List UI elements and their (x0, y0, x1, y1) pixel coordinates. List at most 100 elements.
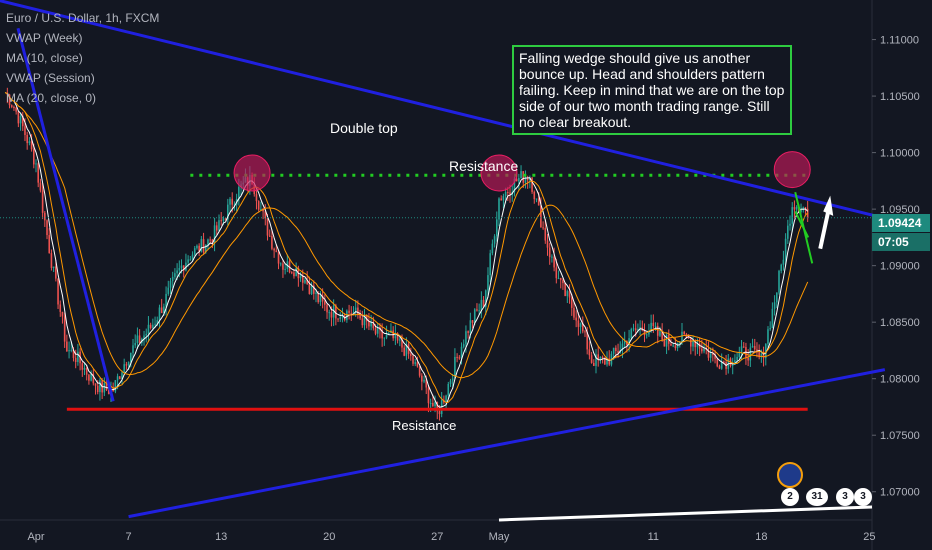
candle-body (154, 323, 156, 325)
symbol-title[interactable]: Euro / U.S. Dollar, 1h, FXCM (6, 11, 160, 25)
candle-body (348, 310, 350, 314)
candle-body (509, 192, 511, 195)
candle-body (335, 305, 337, 319)
candle-body (105, 383, 108, 391)
candle-body (762, 353, 765, 359)
candle-body (257, 201, 260, 210)
candle-body (385, 334, 388, 338)
candle-body (321, 295, 324, 302)
event-badge-1[interactable]: 2 (781, 488, 799, 506)
candle-body (650, 322, 652, 332)
candle-body (306, 279, 308, 285)
resistance-label-top: Resistance (449, 158, 519, 174)
indicator-ma-20[interactable]: MA (20, close, 0) (6, 91, 97, 105)
price-tick-label: 1.10500 (880, 91, 920, 103)
event-badge-4[interactable]: 3 (854, 488, 872, 506)
candle-body (167, 287, 170, 294)
candle-body (277, 252, 280, 264)
candle-body (145, 333, 148, 336)
candle-body (147, 324, 150, 334)
candle-body (462, 344, 465, 347)
price-tick-label: 1.11000 (880, 35, 919, 47)
indicator-ma-10[interactable]: MA (10, close) (6, 51, 83, 65)
candle-body (328, 312, 331, 314)
candle-body (425, 379, 428, 388)
candle-body (469, 320, 472, 333)
candle-body (451, 378, 454, 381)
candle-body (357, 307, 359, 315)
candle-body (454, 356, 456, 379)
candle-body (584, 331, 586, 333)
candle-body (57, 278, 59, 305)
candle-body (698, 343, 701, 349)
candle-body (63, 316, 66, 342)
candle-body (429, 402, 432, 404)
trend-line-lower (128, 368, 886, 519)
candle-body (218, 220, 220, 231)
candle-body (573, 307, 575, 318)
candle-body (557, 278, 560, 280)
candle-body (760, 353, 763, 358)
candle-body (330, 312, 333, 318)
candle-body (83, 367, 86, 370)
candle-body (339, 317, 342, 319)
event-badge-3[interactable]: 3 (836, 488, 854, 506)
candle-body (487, 275, 489, 291)
arrow-shaft (818, 210, 831, 250)
candle-body (44, 212, 46, 221)
candle-body (742, 346, 745, 348)
candle-body (295, 267, 297, 277)
candle-body (678, 342, 681, 344)
price-tick-label: 1.08500 (880, 317, 920, 329)
candle-body (537, 198, 540, 206)
candle-body (782, 259, 785, 265)
candle-body (96, 385, 99, 393)
candle-body (767, 329, 769, 344)
indicator-vwap-session[interactable]: VWAP (Session) (6, 71, 95, 85)
candle-body (522, 171, 525, 183)
candle-body (396, 333, 399, 341)
candle-body (13, 106, 15, 108)
candle-body (498, 198, 500, 220)
candle-body (74, 357, 77, 362)
indicator-vwap-week[interactable]: VWAP (Week) (6, 31, 83, 45)
candle-body (346, 310, 348, 321)
candle-body (793, 207, 796, 210)
time-tick-label: 25 (863, 531, 875, 543)
candle-body (39, 182, 42, 191)
candle-body (200, 239, 203, 252)
trend-line-upper (0, 0, 886, 220)
candle-body (304, 279, 306, 283)
candle-body (383, 337, 386, 339)
candle-body (436, 402, 439, 412)
event-flag-icon[interactable] (777, 462, 803, 488)
candle-body (707, 350, 710, 358)
candle-body (165, 293, 167, 307)
candle-body (621, 343, 624, 350)
candle-body (709, 353, 712, 358)
top-highlight-circle (233, 154, 271, 192)
candle-body (593, 362, 595, 366)
candle-body (213, 225, 216, 243)
candle-body (121, 372, 123, 380)
candle-body (597, 354, 600, 360)
event-badge-2[interactable]: 31 (806, 488, 828, 506)
candle-body (639, 327, 641, 330)
candle-body (773, 302, 776, 309)
candle-body (116, 376, 119, 381)
candle-body (764, 343, 767, 359)
top-highlight-circle (773, 151, 811, 189)
top-highlight-circle (480, 154, 518, 192)
wedge-line-upper (794, 210, 810, 238)
candle-body (590, 355, 593, 363)
candle-body (515, 178, 518, 182)
candle-body (410, 353, 412, 356)
candle-body (575, 317, 577, 321)
candle-body (394, 333, 397, 339)
candle-body (48, 235, 51, 254)
candle-body (94, 383, 97, 386)
candle-body (368, 321, 370, 327)
candle-body (326, 304, 328, 313)
